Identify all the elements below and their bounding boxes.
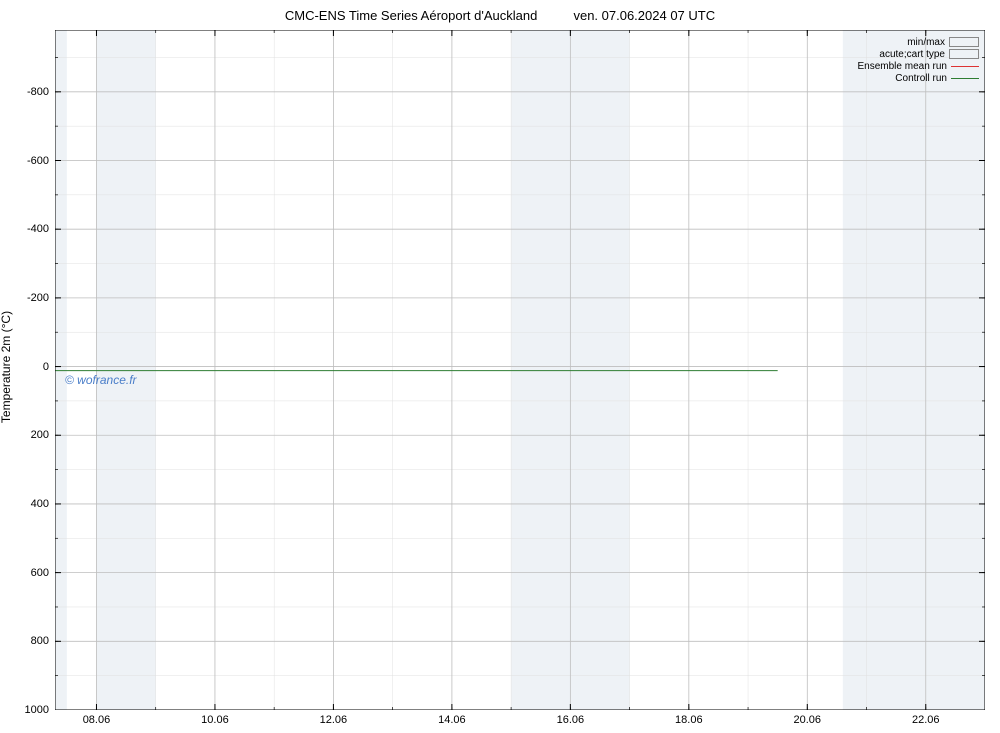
x-tick-label: 10.06	[201, 714, 229, 726]
title-left: CMC-ENS Time Series Aéroport d'Auckland	[285, 8, 537, 23]
legend-swatch	[951, 78, 979, 79]
legend-item: acute;cart type	[858, 48, 980, 60]
y-tick-label: -600	[27, 155, 49, 167]
chart-title: CMC-ENS Time Series Aéroport d'Auckland …	[0, 8, 1000, 23]
y-tick-label: 400	[31, 498, 49, 510]
legend-item: Controll run	[858, 72, 980, 84]
y-tick-label: 200	[31, 429, 49, 441]
y-tick-label: 1000	[25, 704, 49, 716]
y-tick-label: -400	[27, 223, 49, 235]
legend-item: min/max	[858, 36, 980, 48]
x-tick-label: 22.06	[912, 714, 940, 726]
x-tick-label: 18.06	[675, 714, 703, 726]
legend: min/maxacute;cart typeEnsemble mean runC…	[858, 36, 980, 84]
x-tick-label: 14.06	[438, 714, 466, 726]
watermark: © wofrance.fr	[65, 373, 137, 387]
y-tick-label: 800	[31, 635, 49, 647]
y-axis-label: Temperature 2m (°C)	[0, 310, 13, 422]
chart-container: CMC-ENS Time Series Aéroport d'Auckland …	[0, 0, 1000, 733]
legend-label: Ensemble mean run	[858, 61, 948, 72]
legend-swatch	[949, 37, 979, 47]
y-tick-label: 0	[43, 361, 49, 373]
legend-item: Ensemble mean run	[858, 60, 980, 72]
legend-label: Controll run	[895, 73, 947, 84]
plot-area	[55, 30, 985, 710]
legend-swatch	[949, 49, 979, 59]
y-tick-label: -800	[27, 86, 49, 98]
legend-label: min/max	[907, 37, 945, 48]
legend-label: acute;cart type	[879, 49, 945, 60]
x-tick-label: 20.06	[794, 714, 822, 726]
x-tick-label: 12.06	[320, 714, 348, 726]
title-right: ven. 07.06.2024 07 UTC	[573, 8, 715, 23]
x-tick-label: 16.06	[557, 714, 585, 726]
y-tick-label: -200	[27, 292, 49, 304]
y-tick-label: 600	[31, 567, 49, 579]
legend-swatch	[951, 66, 979, 67]
x-tick-label: 08.06	[83, 714, 111, 726]
